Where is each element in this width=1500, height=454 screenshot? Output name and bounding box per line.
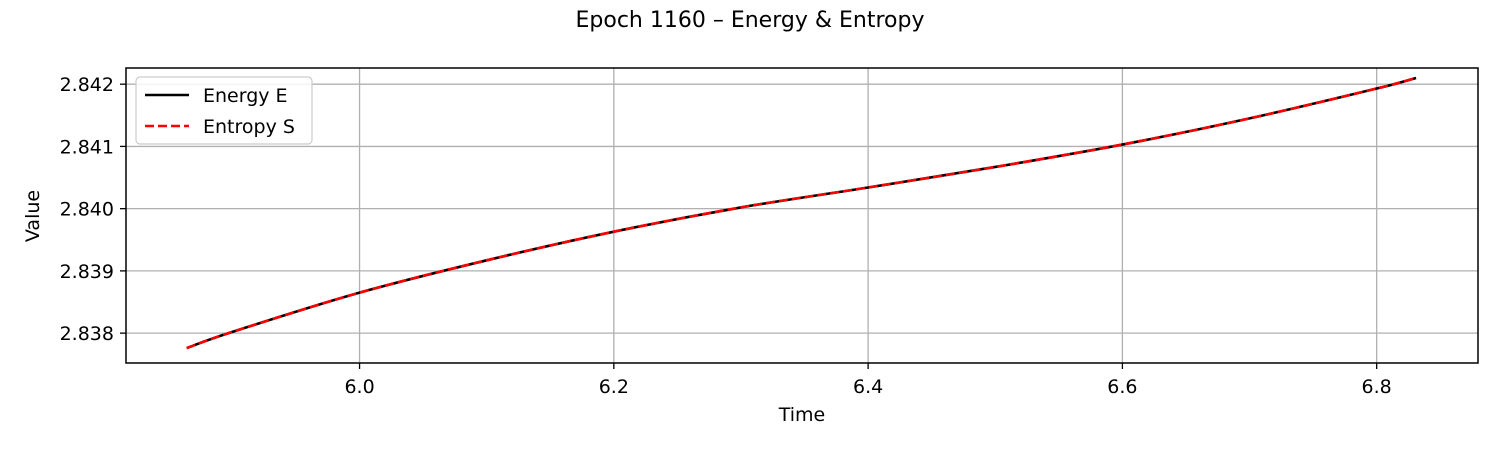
x-axis-label: Time (778, 404, 826, 426)
y-tick-label: 2.839 (60, 261, 114, 283)
x-tick-label: 6.4 (853, 376, 883, 398)
energy-series-line (186, 76, 1417, 350)
x-tick-label: 6.2 (599, 376, 629, 398)
y-tick-label: 2.841 (60, 136, 114, 158)
series-layer (186, 76, 1417, 350)
legend: Energy E Entropy S (135, 76, 313, 145)
chart-title: Epoch 1160 – Energy & Entropy (576, 8, 925, 33)
x-tick-label: 6.0 (344, 376, 374, 398)
entropy-series-line (186, 76, 1417, 350)
x-tick-label: 6.6 (1107, 376, 1137, 398)
legend-entropy-label: Entropy S (203, 116, 295, 138)
plot-frame (125, 67, 1479, 364)
grid-lines (126, 68, 1478, 363)
x-axis-ticks: 6.0 6.2 6.4 6.6 6.8 (344, 363, 1392, 398)
y-axis-label: Value (22, 190, 44, 242)
y-tick-label: 2.840 (60, 199, 114, 221)
legend-energy-label: Energy E (203, 85, 288, 107)
y-tick-label: 2.842 (60, 74, 114, 96)
y-tick-label: 2.838 (60, 323, 114, 345)
y-axis-ticks: 2.838 2.839 2.840 2.841 2.842 (60, 74, 126, 345)
x-tick-label: 6.8 (1362, 376, 1392, 398)
